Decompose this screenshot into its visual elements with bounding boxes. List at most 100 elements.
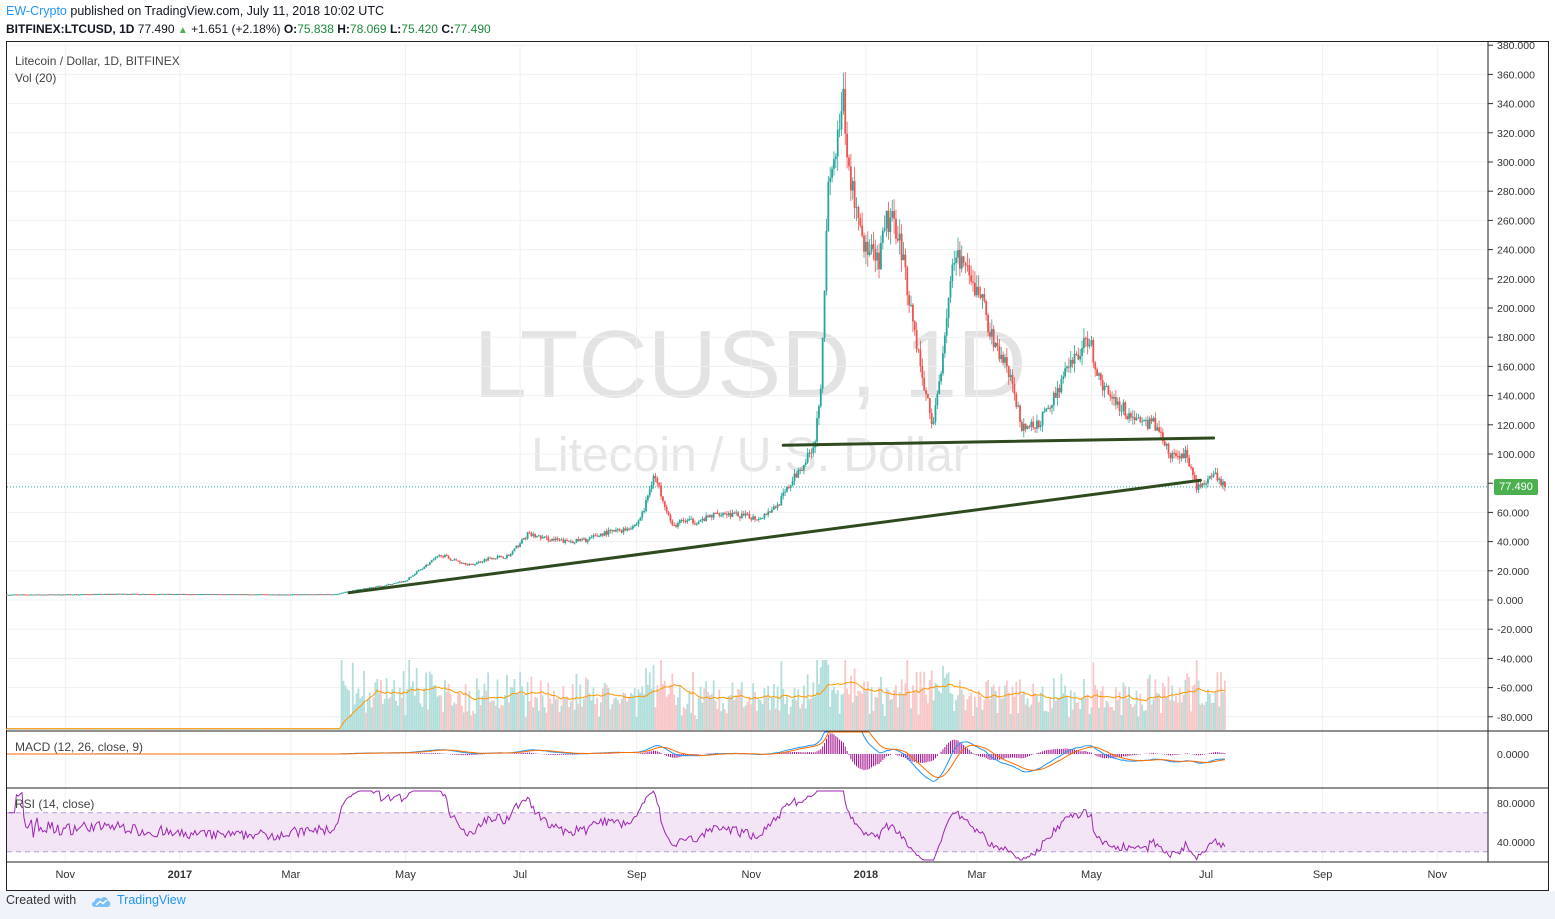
candle-body [318,594,320,596]
y-tick-label: 280.000 [1497,186,1535,198]
candle-body [487,557,490,561]
volume-bar [1135,690,1138,730]
volume-bar [842,693,845,730]
volume-bar [631,694,634,730]
volume-bar [515,693,518,730]
volume-bar [1156,693,1159,730]
volume-bar [1041,686,1044,730]
candle-body [748,513,751,519]
volume-bar [524,717,527,730]
volume-bar [553,690,555,730]
candle-body [598,535,600,537]
volume-bar [714,700,717,730]
volume-bar [1192,685,1194,730]
volume-bar [116,728,119,730]
volume-bar [169,728,172,730]
volume-bar [160,728,163,730]
volume-bar [571,684,574,730]
candle-body [652,476,655,486]
candle-body [987,314,989,333]
chart-frame[interactable] [6,41,1549,891]
volume-bar [504,695,506,730]
candle-body [34,594,37,596]
candle-body [336,593,339,595]
candle-body [1158,427,1160,432]
volume-bar [1036,695,1038,730]
candle-body [1086,338,1089,347]
volume-bar [1066,695,1068,730]
volume-bar [795,700,798,730]
volume-bar [1105,700,1108,730]
volume-bar [1007,692,1010,730]
candle-body [592,535,595,538]
volume-bar [754,692,756,730]
candle-body [380,585,382,587]
candle-body [464,563,467,565]
footer-brand-link[interactable]: TradingView [117,893,186,907]
volume-bar [943,677,946,730]
candle-body [1152,417,1155,422]
volume-bar [577,703,580,730]
volume-bar [252,728,255,730]
candle-body [374,586,377,588]
volume-bar [457,692,459,730]
volume-bar [611,704,614,730]
volume-bar [440,695,443,730]
candle-body [955,257,958,263]
candle-body [816,418,818,442]
candle-body [372,587,375,589]
volume-bar [814,696,817,730]
candle-body [701,518,704,521]
candle-body [795,473,798,478]
macd-tick-label: 0.0000 [1497,749,1529,761]
candle-body [588,537,591,540]
candle-body [241,594,243,596]
volume-bar [188,728,191,730]
candle-body [688,518,691,521]
candle-body [45,594,48,596]
volume-bar [137,728,140,730]
volume-bar [506,674,508,730]
volume-bar [1178,687,1181,730]
candle-body [631,526,634,529]
candle-body [1077,354,1080,360]
volume-bar [678,684,681,730]
candle-body [962,256,965,263]
candle-body [564,540,567,543]
volume-bar [861,693,864,730]
candle-body [141,593,144,595]
candle-body [1034,427,1036,429]
candle-body [415,571,418,574]
volume-bar [455,704,458,730]
high-value: 78.069 [349,22,387,36]
volume-bar [1139,693,1142,730]
volume-bar [293,728,296,730]
candle-body [83,594,85,596]
volume-bar [829,706,832,730]
candle-body [690,518,693,520]
volume-bar [722,702,724,730]
volume-bar [496,679,499,730]
volume-bar [7,728,10,730]
volume-bar [906,660,909,730]
candle-body [417,570,420,572]
candle-body [126,594,129,596]
candle-body [654,476,657,479]
candle-body [329,594,332,596]
candle-body [885,210,888,229]
candle-body [412,575,414,577]
author-link[interactable]: EW-Crypto [6,4,67,18]
volume-bar [175,728,178,730]
candle-body [861,225,864,236]
volume-bar [925,694,927,730]
candle-body [1120,410,1123,412]
chart-canvas[interactable]: LTCUSD, 1D Litecoin / U.S. Dollar 380.00… [0,0,1555,891]
volume-bar [545,712,548,730]
candle-body [342,592,345,594]
candle-body [887,210,890,233]
candle-body [175,594,178,596]
symbol-label: BITFINEX:LTCUSD, 1D [6,22,135,36]
candle-body [718,513,721,516]
candle-body [1188,457,1191,467]
candle-body [1103,385,1106,391]
